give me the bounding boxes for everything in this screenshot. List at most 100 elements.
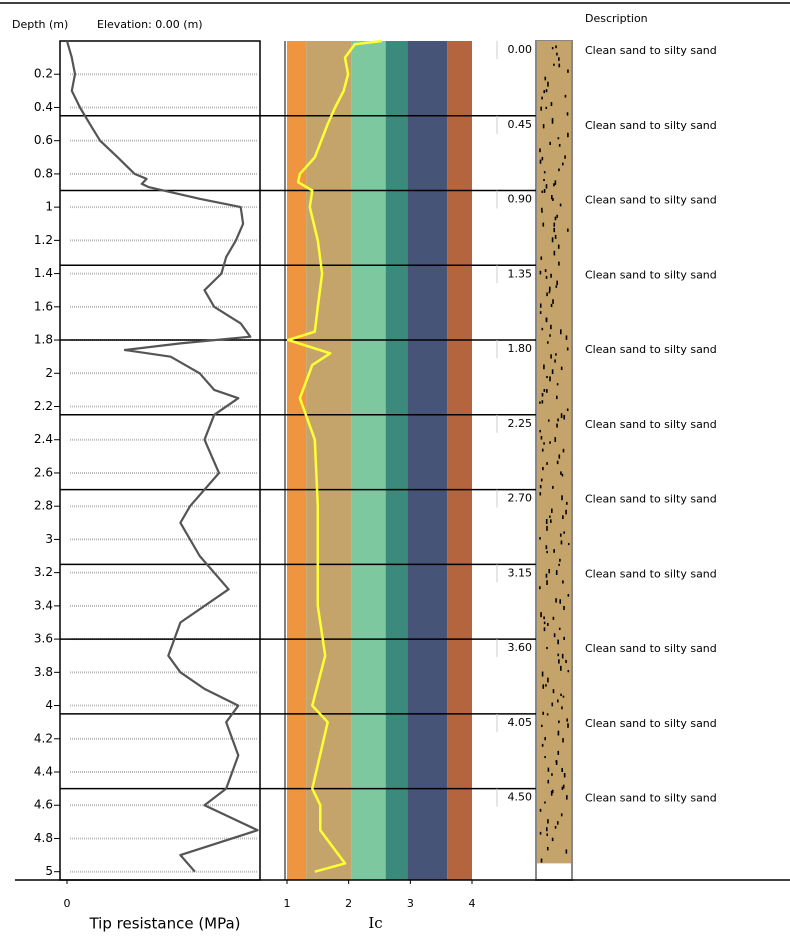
soil-dot	[558, 659, 560, 664]
y-tick-label: 4.6	[34, 798, 53, 812]
x-tick-label: 4	[469, 897, 476, 910]
soil-dot	[545, 545, 548, 550]
y-tick-label: 4.2	[34, 731, 53, 745]
soil-dot	[551, 508, 553, 513]
ic-zone	[287, 41, 307, 880]
soil-dot	[567, 69, 569, 73]
soil-dot	[546, 622, 549, 626]
layer-depth: 0.00	[508, 43, 533, 56]
soil-dot	[543, 442, 545, 445]
soil-dot	[561, 473, 564, 477]
soil-dot	[545, 275, 548, 279]
soil-dot	[539, 159, 542, 164]
soil-dot	[553, 222, 556, 227]
soil-dot	[557, 418, 559, 422]
soil-dot	[559, 599, 562, 604]
soil-dot	[547, 341, 549, 344]
soil-dot	[551, 195, 553, 200]
soil-dot	[544, 269, 547, 273]
soil-dot	[551, 702, 554, 707]
soil-dot	[540, 256, 543, 260]
soil-dot	[540, 858, 543, 863]
soil-dot	[553, 549, 555, 553]
soil-dot	[549, 376, 551, 382]
soil-dot	[567, 723, 569, 728]
soil-dot	[551, 789, 554, 794]
soil-dot	[556, 52, 558, 56]
soil-dot	[560, 366, 563, 371]
soil-dot	[563, 414, 566, 420]
ic-zone	[351, 41, 386, 880]
soil-dot	[567, 543, 570, 546]
soil-dot	[547, 819, 549, 824]
layer-description: Clean sand to silty sand	[585, 418, 717, 431]
layer-depth: 2.25	[508, 417, 533, 430]
soil-dot	[543, 189, 546, 193]
soil-dot	[546, 846, 549, 851]
soil-dot	[545, 827, 548, 832]
layer-depth: 1.80	[508, 342, 533, 355]
soil-dot	[565, 335, 568, 340]
soil-dot	[539, 831, 542, 835]
soil-dot	[552, 197, 554, 201]
soil-dot	[540, 612, 542, 618]
soil-dot	[546, 292, 548, 297]
layer-description: Clean sand to silty sand	[585, 493, 717, 506]
soil-dot	[541, 393, 544, 397]
soil-dot	[549, 515, 551, 518]
x-tick-label: 0	[64, 897, 71, 910]
soil-dot	[566, 795, 568, 800]
x-tick-label: 2	[345, 897, 352, 910]
soil-dot	[565, 849, 568, 854]
soil-dot	[551, 118, 554, 121]
soil-dot	[554, 234, 557, 239]
soil-dot	[539, 401, 541, 404]
soil-dot	[539, 311, 542, 314]
soil-dot	[562, 695, 565, 698]
soil-dot	[551, 47, 554, 50]
soil-dot	[558, 454, 561, 459]
soil-dot	[556, 699, 559, 703]
series-line	[286, 39, 383, 873]
soil-dot	[551, 369, 554, 375]
soil-dot	[545, 89, 548, 93]
soil-dot	[557, 137, 560, 140]
soil-dot	[539, 303, 542, 308]
soil-dot	[548, 286, 551, 292]
series-line	[65, 40, 259, 873]
soil-dot	[542, 684, 545, 689]
soil-dot	[551, 237, 554, 243]
soil-dot	[543, 388, 546, 392]
layer-description: Clean sand to silty sand	[585, 194, 717, 207]
soil-dot	[541, 190, 544, 193]
soil-dot	[556, 383, 559, 386]
soil-dot	[546, 580, 548, 586]
soil-dot	[546, 462, 548, 465]
soil-dot	[539, 429, 541, 433]
soil-dot	[560, 413, 563, 419]
y-tick-label: 1.8	[34, 333, 53, 347]
soil-dot	[558, 720, 560, 724]
soil-dot	[540, 478, 543, 482]
soil-dot	[541, 96, 543, 100]
soil-dot	[544, 737, 546, 741]
y-tick-label: 4	[45, 698, 53, 712]
soil-dot	[561, 653, 564, 659]
soil-dot	[561, 786, 564, 790]
soil-dot	[543, 627, 546, 632]
soil-dot	[555, 353, 557, 356]
soil-dot	[540, 106, 542, 111]
soil-dot	[566, 347, 569, 351]
soil-dot	[540, 207, 543, 211]
soil-dot	[546, 375, 548, 379]
y-tick-label: 0.2	[34, 67, 53, 81]
soil-dot	[539, 537, 541, 540]
soil-dot	[563, 605, 565, 611]
soil-dot	[545, 317, 548, 323]
soil-dot	[549, 441, 551, 444]
layer-description: Clean sand to silty sand	[585, 792, 717, 805]
soil-dot	[557, 730, 560, 736]
layer-description: Clean sand to silty sand	[585, 717, 717, 730]
ic-zone	[407, 41, 448, 880]
y-tick-label: 1.6	[34, 299, 53, 313]
